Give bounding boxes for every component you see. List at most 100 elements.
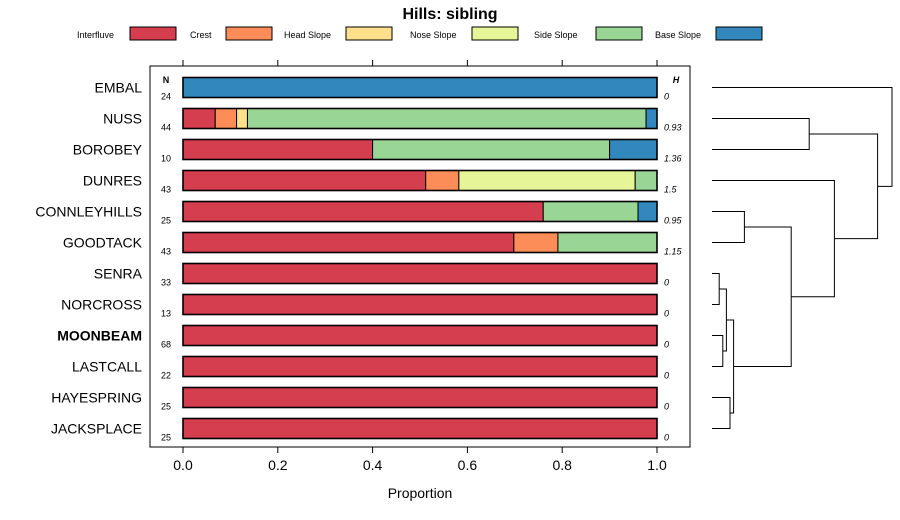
n-value-moonbeam: 68 — [161, 340, 171, 350]
h-value-embal: 0 — [664, 92, 669, 102]
category-label-goodtack: GOODTACK — [63, 235, 143, 251]
n-value-senra: 33 — [161, 278, 171, 288]
bar-outline-connleyhills — [182, 200, 658, 223]
legend-swatch-interfluve — [129, 26, 177, 41]
h-value-connleyhills: 0.95 — [664, 216, 683, 226]
bar-outline-nuss — [182, 107, 658, 130]
n-value-dunres: 43 — [161, 185, 171, 195]
bar-borobey-interfluve — [182, 139, 374, 160]
bar-goodtack-side-slope — [557, 232, 658, 253]
bar-dunres-crest — [425, 170, 460, 191]
legend-swatch-nose-slope — [471, 26, 519, 41]
x-tick-label: 0.8 — [552, 457, 572, 473]
h-value-lastcall: 0 — [664, 371, 669, 381]
bar-moonbeam-interfluve — [182, 325, 658, 346]
h-header: H — [673, 75, 680, 85]
dendrogram-link-6 — [733, 226, 792, 367]
bar-nuss-interfluve — [182, 108, 216, 129]
dendrogram-link-0 — [712, 273, 720, 305]
n-value-hayespring: 25 — [161, 402, 171, 412]
n-value-lastcall: 22 — [161, 371, 171, 381]
bar-dunres-nose-slope — [458, 170, 636, 191]
bar-outline-dunres — [182, 169, 658, 192]
plot-panel — [149, 65, 691, 448]
category-labels: EMBAL NUSS BOROBEY DUNRES CONNLEYHILLS GOODTA… — [35, 80, 142, 437]
dendrogram-link-10 — [712, 87, 893, 187]
chart-title: Hills: sibling — [402, 6, 497, 23]
bar-dunres-interfluve — [182, 170, 427, 191]
bar-dunres-side-slope — [634, 170, 658, 191]
bars — [182, 76, 658, 440]
h-value-hayespring: 0 — [664, 402, 669, 412]
bar-nuss-base-slope — [645, 108, 658, 129]
n-value-borobey: 10 — [161, 154, 171, 164]
bar-jacksplace-interfluve — [182, 418, 658, 439]
h-value-borobey: 1.36 — [664, 154, 682, 164]
bar-outline-jacksplace — [182, 417, 658, 440]
legend-label-base-slope: Base Slope — [655, 30, 701, 40]
n-value-nuss: 44 — [161, 123, 171, 133]
bar-borobey-base-slope — [609, 139, 658, 160]
dendrogram — [712, 87, 893, 429]
bar-connleyhills-interfluve — [182, 201, 544, 222]
category-label-borobey: BOROBEY — [73, 142, 143, 158]
bar-nuss-head-slope — [236, 108, 248, 129]
bar-hayespring-interfluve — [182, 387, 658, 408]
legend-swatch-base-slope — [715, 26, 763, 41]
bar-outline-goodtack — [182, 231, 658, 254]
dendrogram-link-1 — [712, 335, 724, 367]
bar-lastcall-interfluve — [182, 356, 658, 377]
n-value-norcross: 13 — [161, 309, 171, 319]
h-value-jacksplace: 0 — [664, 433, 669, 443]
h-value-nuss: 0.93 — [664, 123, 682, 133]
x-axis: 0.0 0.2 0.4 0.6 0.8 1.0 — [173, 60, 667, 473]
bar-outline-borobey — [182, 138, 658, 161]
bar-senra-interfluve — [182, 263, 658, 284]
n-value-goodtack: 43 — [161, 247, 171, 257]
n-header: N — [163, 75, 170, 85]
h-value-senra: 0 — [664, 278, 669, 288]
x-tick-label: 0.6 — [458, 457, 478, 473]
dendrogram-link-8 — [712, 180, 835, 298]
h-value-norcross: 0 — [664, 309, 669, 319]
bar-connleyhills-side-slope — [542, 201, 639, 222]
h-value-dunres: 1.5 — [664, 185, 678, 195]
bar-norcross-interfluve — [182, 294, 658, 315]
bar-outline-lastcall — [182, 355, 658, 378]
legend-label-side-slope: Side Slope — [534, 30, 578, 40]
legend-swatch-head-slope — [345, 26, 393, 41]
category-label-norcross: NORCROSS — [61, 297, 142, 313]
n-value-jacksplace: 25 — [161, 433, 171, 443]
dendrogram-link-7 — [712, 118, 810, 150]
category-label-moonbeam: MOONBEAM — [57, 328, 142, 344]
category-label-embal: EMBAL — [95, 80, 143, 96]
dendrogram-link-5 — [712, 211, 745, 243]
legend-label-head-slope: Head Slope — [284, 30, 331, 40]
x-tick-label: 0.0 — [173, 457, 193, 473]
category-label-nuss: NUSS — [103, 111, 142, 127]
dendrogram-link-9 — [809, 133, 879, 240]
legend-label-interfluve: Interfluve — [77, 30, 114, 40]
legend-label-crest: Crest — [190, 30, 212, 40]
bar-outline-moonbeam — [182, 324, 658, 347]
n-value-embal: 24 — [161, 92, 171, 102]
bar-outline-norcross — [182, 293, 658, 316]
bar-embal-base-slope — [182, 77, 658, 98]
bar-goodtack-crest — [513, 232, 559, 253]
x-axis-label: Proportion — [388, 485, 453, 501]
category-label-senra: SENRA — [94, 266, 143, 282]
legend-label-nose-slope: Nose Slope — [410, 30, 457, 40]
bar-nuss-crest — [214, 108, 238, 129]
category-label-jacksplace: JACKSPLACE — [51, 421, 142, 437]
bar-outline-embal — [182, 76, 658, 99]
dendrogram-link-2 — [712, 397, 731, 429]
x-tick-label: 0.2 — [268, 457, 288, 473]
h-value-goodtack: 1.15 — [664, 247, 683, 257]
bar-outline-hayespring — [182, 386, 658, 409]
bar-outline-senra — [182, 262, 658, 285]
legend-swatch-crest — [225, 26, 273, 41]
bar-nuss-side-slope — [246, 108, 647, 129]
x-tick-label: 1.0 — [647, 457, 667, 473]
category-label-hayespring: HAYESPRING — [51, 390, 142, 406]
n-value-connleyhills: 25 — [161, 216, 171, 226]
